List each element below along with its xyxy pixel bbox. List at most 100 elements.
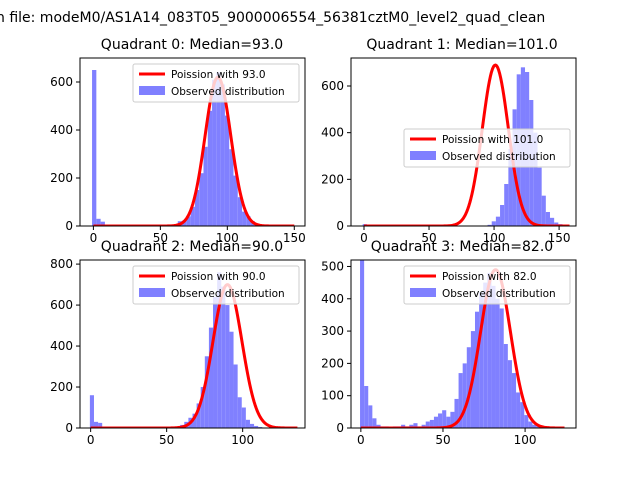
poisson-fit-line xyxy=(363,63,570,226)
histogram-bar xyxy=(483,282,488,428)
histogram-bar xyxy=(204,356,209,428)
subplot-title-q0: Quadrant 0: Median=93.0 xyxy=(101,37,283,53)
histogram-bar xyxy=(537,167,542,226)
subplot-q1: 0 50 100 150 0 200 400 600 Poission with 101.0 Ob… xyxy=(321,57,577,245)
histogram-bar xyxy=(372,418,377,428)
histogram-bar xyxy=(454,398,459,428)
histogram-bar xyxy=(93,421,99,428)
legend-hist-label: Observed distribution xyxy=(171,288,285,300)
histogram-bar xyxy=(491,285,496,428)
histogram-bar xyxy=(511,373,517,428)
y-tick-label: 400 xyxy=(321,126,344,140)
legend-hist-label: Observed distribution xyxy=(171,86,285,98)
y-tick-label: 0 xyxy=(336,219,344,233)
histogram-bar xyxy=(421,424,426,428)
x-tick-label: 150 xyxy=(283,231,306,245)
histogram-bar xyxy=(237,197,243,226)
histogram-bar xyxy=(500,205,505,226)
histogram-bar xyxy=(224,115,230,226)
histogram-bar xyxy=(409,424,414,428)
histogram-bar xyxy=(249,423,255,428)
axes-frame xyxy=(79,259,306,429)
subplots: 0 50 100 150 0 200 400 600 Poission with 93.0 Obs… xyxy=(50,57,577,447)
histogram-bar xyxy=(246,216,251,226)
figure-suptitle: n file: modeM0/AS1A14_083T05_9000006554_… xyxy=(0,10,545,26)
legend: Poission with 90.0 Observed distribution xyxy=(132,265,300,305)
histogram-bar xyxy=(479,292,484,428)
x-tick-label: 0 xyxy=(357,433,365,447)
histogram-bar xyxy=(213,296,218,428)
histogram-bar xyxy=(241,407,246,428)
y-tick-label: 400 xyxy=(50,123,73,137)
x-tick-label: 0 xyxy=(87,433,95,447)
legend-hist-swatch xyxy=(410,151,436,160)
histogram-bar xyxy=(507,360,512,428)
y-tick-label: 100 xyxy=(321,389,344,403)
histogram-bar xyxy=(100,221,105,226)
histogram-bars xyxy=(92,70,264,226)
axes-frame xyxy=(350,57,577,227)
histogram-bar xyxy=(549,217,555,226)
legend-box xyxy=(132,265,300,305)
histogram-bar xyxy=(491,221,496,226)
legend-fit-label: Poission with 93.0 xyxy=(171,69,266,81)
x-tick-label: 100 xyxy=(483,231,506,245)
histogram-bar xyxy=(98,422,103,428)
y-tick-label: 0 xyxy=(65,421,73,435)
histogram-bar xyxy=(458,373,463,428)
legend-hist-label: Observed distribution xyxy=(442,288,556,300)
histogram-bar xyxy=(446,416,451,428)
y-tick-label: 200 xyxy=(50,171,73,185)
axes-frame xyxy=(79,57,306,227)
histogram-bar xyxy=(229,331,234,428)
histogram-bar xyxy=(524,415,529,428)
histogram-bar xyxy=(438,413,443,428)
histogram-bar xyxy=(545,212,550,226)
x-tick-label: 100 xyxy=(216,231,239,245)
x-tick-label: 0 xyxy=(360,231,368,245)
histogram-bar xyxy=(462,363,467,428)
x-tick-label: 50 xyxy=(153,231,168,245)
y-tick-label: 800 xyxy=(50,257,73,271)
histogram-bar xyxy=(217,272,222,428)
histogram-bar xyxy=(192,413,197,428)
x-tick-label: 50 xyxy=(159,433,174,447)
histogram-bar xyxy=(466,347,471,428)
histogram-bar xyxy=(499,308,504,428)
legend-box xyxy=(132,63,300,103)
legend: Poission with 101.0 Observed distribution xyxy=(403,128,571,168)
histogram-bar xyxy=(225,305,230,428)
y-tick-label: 0 xyxy=(336,421,344,435)
y-tick-label: 300 xyxy=(321,324,344,338)
histogram-bar xyxy=(221,286,226,428)
legend: Poission with 93.0 Observed distribution xyxy=(132,63,300,103)
histogram-bar xyxy=(199,173,204,226)
histogram-bar xyxy=(442,410,447,428)
y-tick-label: 600 xyxy=(50,298,73,312)
histogram-bar xyxy=(92,70,97,226)
histogram-bar xyxy=(364,386,369,428)
subplot-titles: Quadrant 0: Median=93.0 Quadrant 1: Medi… xyxy=(101,37,558,255)
poisson-fit-line xyxy=(90,283,298,428)
histogram-bar xyxy=(516,392,521,428)
histogram-bar xyxy=(495,216,501,226)
y-tick-label: 600 xyxy=(321,79,344,93)
histogram-bar xyxy=(536,426,541,428)
subplot-title-q2: Quadrant 2: Median=90.0 xyxy=(101,239,283,255)
histogram-bar xyxy=(425,421,430,428)
histogram-bars xyxy=(89,272,267,428)
subplot-q3: 0 50 100 0 100 200 300 400 500 Poission with 82.0… xyxy=(321,259,577,447)
legend-fit-label: Poission with 82.0 xyxy=(442,271,537,283)
x-tick-label: 0 xyxy=(90,231,98,245)
y-tick-label: 200 xyxy=(321,356,344,370)
histogram-bar xyxy=(242,211,247,226)
subplot-title-q1: Quadrant 1: Median=101.0 xyxy=(366,37,557,53)
histogram-bar xyxy=(495,298,500,428)
histogram-bar xyxy=(212,79,217,226)
histogram-bar xyxy=(245,419,250,428)
histogram-bar xyxy=(216,72,221,226)
histogram-bar xyxy=(474,311,480,428)
x-tick-label: 100 xyxy=(514,433,537,447)
legend-fit-label: Poission with 101.0 xyxy=(442,134,543,146)
